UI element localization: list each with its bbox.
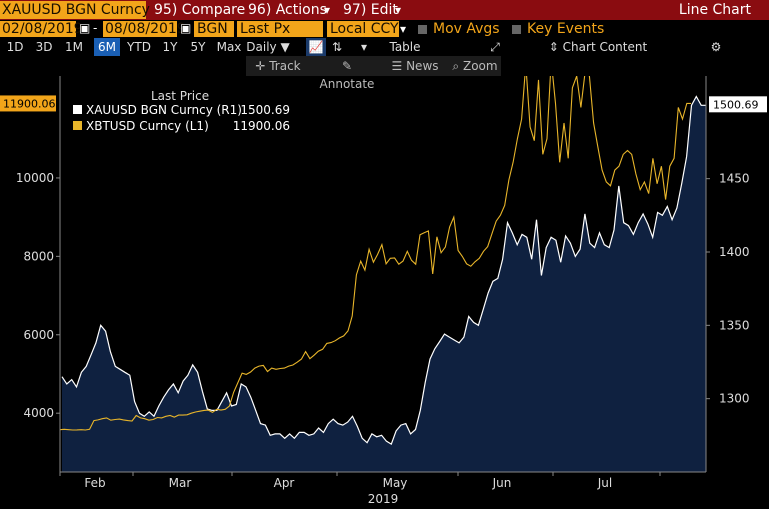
edit-menu[interactable]: 97) Edit [343, 2, 398, 18]
x-tick-label: Feb [84, 476, 105, 490]
legend-value-gold: 1500.69 [240, 103, 290, 117]
start-calendar-icon[interactable]: ▣ [79, 21, 91, 35]
legend-header: Last Price [151, 89, 209, 103]
actions-caret-icon[interactable]: ▾ [324, 3, 331, 17]
period-row: 1D 3D 1M 6M YTD 1Y 5Y Max Daily ▼ 📈 ⇅ ▾ Table ⤢… [0, 38, 769, 56]
x-tick-label: Jul [597, 476, 612, 490]
mov-avgs-label[interactable]: Mov Avgs [433, 21, 500, 37]
title-bar: XAUUSD BGN Curncy 95) Compare 96) Action… [0, 0, 769, 20]
key-events-label[interactable]: Key Events [527, 21, 605, 37]
x-year-label: 2019 [368, 492, 399, 506]
left-tick-label: 10000 [16, 171, 54, 185]
key-events-checkbox[interactable] [512, 25, 521, 34]
start-date-field[interactable]: 02/08/2019 [0, 21, 83, 37]
x-tick-label: Mar [169, 476, 192, 490]
period-1d[interactable]: 1D [6, 40, 24, 54]
line-chart-icon[interactable]: 📈 [306, 38, 326, 56]
right-tick-label: 1350 [719, 318, 750, 332]
left-tick-label: 8000 [23, 249, 54, 263]
legend-swatch-gold [73, 105, 82, 114]
source-field[interactable]: BGN [194, 21, 234, 37]
settings-row: 02/08/2019 ▣ - 08/08/2019 ▣ BGN Last Px … [0, 20, 769, 38]
right-last-value-badge [709, 96, 767, 113]
price-chart[interactable]: 4000 6000 8000 10000 1300 1350 1400 1450 11900.0… [0, 76, 769, 509]
tools-row: ✛ Track ✎ Annotate ☰ News ⌕ Zoom [0, 56, 769, 91]
gold-series-line [61, 95, 706, 445]
right-tick-label: 1400 [719, 245, 750, 259]
left-tick-label: 4000 [23, 406, 54, 420]
pencil-icon: ✎ [341, 59, 353, 73]
field-select[interactable]: Last Px [237, 21, 323, 37]
legend-label-gold: XAUUSD BGN Curncy (R1) [86, 103, 242, 117]
news-tool[interactable]: ☰ News [391, 59, 439, 73]
legend: Last Price XAUUSD BGN Curncy (R1) 1500.6… [63, 86, 296, 138]
track-tool[interactable]: ✛ Track [255, 59, 301, 73]
candlestick-icon[interactable]: ⇅ [331, 40, 343, 54]
bitcoin-series-line [59, 76, 691, 431]
annotate-tool[interactable]: ✎ Annotate [319, 59, 375, 91]
end-date-field[interactable]: 08/08/2019 [103, 21, 186, 37]
period-max[interactable]: Max [216, 40, 242, 54]
currency-select[interactable]: Local CCY [327, 21, 399, 37]
legend-box [63, 86, 296, 138]
legend-value-bitcoin: 11900.06 [233, 119, 290, 133]
gold-area-fill [62, 96, 706, 472]
link-icon[interactable]: ⤢ [490, 40, 500, 54]
news-icon: ☰ [391, 59, 403, 73]
period-1y[interactable]: 1Y [162, 40, 178, 54]
chart-type-caret-icon[interactable]: ▾ [360, 40, 368, 54]
period-1m[interactable]: 1M [65, 40, 83, 54]
x-tick-label: May [383, 476, 408, 490]
frequency-select[interactable]: Daily ▼ [246, 40, 290, 54]
left-last-value-badge [0, 95, 56, 112]
right-tick-label: 1300 [719, 392, 750, 406]
crosshair-icon: ✛ [255, 59, 266, 73]
legend-swatch-bitcoin [73, 121, 82, 130]
axes-layer: 4000 6000 8000 10000 1300 1350 1400 1450 11900.0… [0, 76, 767, 506]
chart-content-button[interactable]: ⇕ Chart Content [548, 40, 648, 54]
currency-caret-icon[interactable]: ▾ [400, 22, 407, 36]
settings-gear-icon[interactable]: ⚙ [710, 40, 722, 54]
right-last-value-label: 1500.69 [713, 98, 759, 111]
x-tick-label: Jun [492, 476, 512, 490]
compare-menu[interactable]: 95) Compare [154, 2, 246, 18]
chart-type-title: Line Chart [678, 2, 751, 18]
right-tick-label: 1450 [719, 172, 750, 186]
x-tick-label: Apr [274, 476, 295, 490]
mov-avgs-checkbox[interactable] [418, 25, 427, 34]
left-last-value-label: 11900.06 [3, 97, 56, 110]
ticker-field[interactable]: XAUUSD BGN Curncy [0, 1, 150, 19]
magnifier-icon: ⌕ [452, 59, 460, 73]
gold-area-layer [61, 95, 706, 472]
left-tick-label: 6000 [23, 328, 54, 342]
zoom-tool[interactable]: ⌕ Zoom [452, 59, 498, 73]
edit-caret-icon[interactable]: ▾ [395, 3, 402, 17]
actions-menu[interactable]: 96) Actions [248, 2, 327, 18]
end-calendar-icon[interactable]: ▣ [180, 21, 192, 35]
table-button[interactable]: Table [389, 40, 421, 54]
period-ytd[interactable]: YTD [127, 40, 151, 54]
period-5y[interactable]: 5Y [190, 40, 206, 54]
period-3d[interactable]: 3D [35, 40, 53, 54]
legend-label-bitcoin: XBTUSD Curncy (L1) [86, 119, 209, 133]
bitcoin-line-layer [59, 76, 691, 431]
period-6m[interactable]: 6M [94, 38, 120, 56]
